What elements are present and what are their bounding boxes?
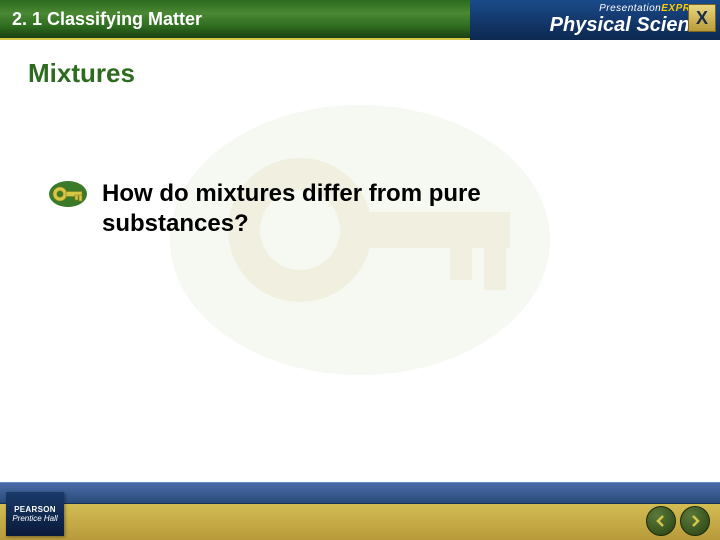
content-area: Mixtures How do mixtures differ from pur… xyxy=(0,40,720,482)
section-label: 2. 1 Classifying Matter xyxy=(12,9,202,30)
close-button[interactable]: X xyxy=(688,4,716,32)
brand-top-prefix: Presentation xyxy=(599,3,661,14)
footer-bar: PEARSON Prentice Hall xyxy=(0,482,720,540)
nav-controls xyxy=(646,506,710,536)
slide-container: 2. 1 Classifying Matter PresentationEXPR… xyxy=(0,0,720,540)
next-button[interactable] xyxy=(680,506,710,536)
brand-block: PresentationEXPRESS Physical Science xyxy=(470,0,720,40)
chevron-left-icon xyxy=(654,514,668,528)
key-icon xyxy=(48,179,88,209)
publisher-imprint: Prentice Hall xyxy=(12,514,57,523)
publisher-logo: PEARSON Prentice Hall xyxy=(6,492,64,536)
question-row: How do mixtures differ from pure substan… xyxy=(28,179,692,239)
chevron-right-icon xyxy=(688,514,702,528)
header-bar: 2. 1 Classifying Matter PresentationEXPR… xyxy=(0,0,720,40)
close-icon: X xyxy=(696,8,708,29)
question-text: How do mixtures differ from pure substan… xyxy=(102,179,542,239)
slide-title: Mixtures xyxy=(28,58,692,89)
footer-ribbon xyxy=(0,482,720,504)
publisher-name: PEARSON xyxy=(14,505,56,514)
watermark-key-graphic xyxy=(150,90,570,390)
section-label-bar: 2. 1 Classifying Matter xyxy=(0,0,470,40)
prev-button[interactable] xyxy=(646,506,676,536)
